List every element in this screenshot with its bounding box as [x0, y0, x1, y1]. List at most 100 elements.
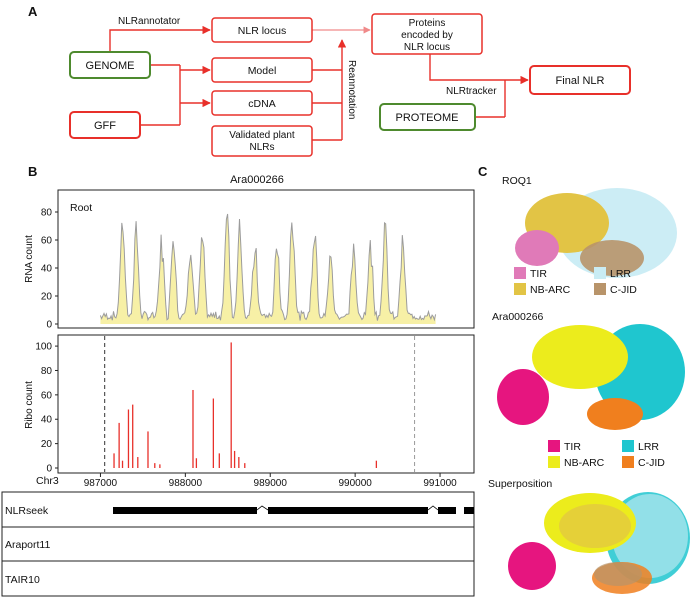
proteins-label-3: NLR locus [404, 42, 450, 53]
chart-title: Ara000266 [230, 174, 284, 186]
ara-legend-cjid: C-JID [638, 457, 665, 469]
roq1-tir [515, 230, 559, 266]
nlrtracker-label: NLRtracker [446, 86, 497, 97]
ribo-ytick-label: 60 [41, 390, 53, 401]
roq1-legend-nbarc: NB-ARC [530, 284, 571, 296]
proteins-label-1: Proteins [409, 18, 446, 29]
exon-1 [113, 507, 257, 514]
ribo-xtick-label: 989000 [254, 478, 288, 489]
ribo-ytick-label: 20 [41, 439, 53, 450]
ribo-xtick-label: 987000 [84, 478, 118, 489]
genome-label: GENOME [86, 60, 135, 72]
roq1-legend-lrr-swatch [594, 267, 606, 279]
validated-label-2: NLRs [249, 142, 274, 153]
ara-cjid [587, 398, 643, 430]
superposition-structure [508, 492, 690, 594]
ara-legend-cjid-swatch [622, 456, 634, 468]
cdna-label: cDNA [248, 98, 275, 110]
tracks-frame [1, 491, 475, 597]
gene-tracks: NLRseek Araport11 TAIR10 [1, 491, 475, 597]
ara-tir [497, 369, 549, 425]
ribo-ylabel: Ribo count [24, 381, 35, 429]
ribo-xtick-label: 988000 [169, 478, 203, 489]
nlrseek-gene-model [113, 505, 474, 514]
rna-ytick-label: 0 [46, 320, 52, 331]
reannotation-label: Reannotation [346, 60, 357, 120]
ara-legend-tir-swatch [548, 440, 560, 452]
ara-legend: TIR LRR NB-ARC C-JID [548, 440, 665, 469]
track-label-tair10: TAIR10 [5, 574, 40, 586]
model-label: Model [248, 65, 277, 77]
gff-box [69, 111, 141, 139]
roq1-legend-nbarc-swatch [514, 283, 526, 295]
ara-legend-nbarc: NB-ARC [564, 457, 605, 469]
panel-a-label: A [28, 4, 38, 19]
ara-legend-nbarc-swatch [548, 456, 560, 468]
sup-cjid-roq1 [594, 562, 642, 586]
ribo-ytick-label: 0 [46, 464, 52, 475]
ribo-xtick-label: 991000 [423, 478, 457, 489]
cdna-box [211, 90, 313, 116]
track-label-araport11: Araport11 [5, 539, 50, 551]
superposition-title: Superposition [488, 478, 552, 490]
rna-ylabel: RNA count [24, 235, 35, 283]
sup-nbarc-roq1 [559, 504, 631, 548]
ara000266-structure [497, 324, 685, 430]
ribo-frame [57, 334, 475, 474]
exon-2 [268, 507, 428, 514]
genome-box [69, 51, 151, 79]
roq1-structure [515, 188, 677, 278]
exon-4 [464, 507, 474, 514]
nlrannotator-label: NLRannotator [118, 16, 181, 27]
ara-structure-title: Ara000266 [492, 311, 544, 323]
nlr-locus-label: NLR locus [238, 25, 286, 37]
intron-2 [427, 505, 439, 511]
ara-legend-lrr-swatch [622, 440, 634, 452]
ara-legend-tir: TIR [564, 441, 581, 453]
validated-label-1: Validated plant [229, 130, 295, 141]
line-proteins-down [429, 54, 505, 81]
rna-ytick-label: 80 [41, 208, 53, 219]
root-label: Root [70, 202, 92, 214]
intron-1 [256, 505, 269, 511]
ara-legend-lrr: LRR [638, 441, 659, 453]
ribo-ytick-label: 100 [35, 342, 52, 353]
gff-label: GFF [94, 120, 116, 132]
rna-area [100, 214, 436, 324]
final-nlr-box [529, 65, 631, 95]
roq1-legend-cjid-swatch [594, 283, 606, 295]
rna-ytick-label: 20 [41, 292, 53, 303]
proteins-box [371, 13, 483, 55]
roq1-title: ROQ1 [502, 175, 532, 187]
flowchart: GENOME GFF NLR locus Model cDNA Validate… [69, 13, 631, 157]
final-nlr-label: Final NLR [556, 75, 605, 87]
panel-c-label: C [478, 164, 488, 179]
roq1-legend-tir-swatch [514, 267, 526, 279]
roq1-legend-lrr: LRR [610, 268, 631, 280]
ribo-ytick-label: 40 [41, 415, 53, 426]
rna-frame [57, 189, 475, 329]
arrow-genome-to-locus [109, 25, 211, 52]
ara-nbarc [532, 325, 628, 389]
proteome-label: PROTEOME [396, 112, 459, 124]
model-box [211, 57, 313, 83]
proteins-label-2: encoded by [401, 30, 453, 41]
ribo-count-chart: Ribo count 0 20 40 60 80 100 987000 988000 9890… [24, 334, 475, 489]
roq1-legend-cjid: C-JID [610, 284, 637, 296]
sup-tir [508, 542, 556, 590]
exon-3 [438, 507, 456, 514]
proteome-box [379, 103, 476, 131]
ribo-ytick-label: 80 [41, 366, 53, 377]
rna-count-chart: Root RNA count 0 20 40 60 80 [24, 189, 475, 331]
rna-ytick-label: 40 [41, 264, 53, 275]
roq1-legend: TIR LRR NB-ARC C-JID [514, 267, 637, 296]
panel-b-label: B [28, 164, 37, 179]
roq1-legend-tir: TIR [530, 268, 547, 280]
nlr-locus-box [211, 17, 313, 43]
validated-nlrs-box [211, 125, 313, 157]
ribo-xtick-label: 990000 [338, 478, 372, 489]
chrom-label: Chr3 [36, 475, 59, 487]
track-label-nlrseek: NLRseek [5, 505, 49, 517]
rna-line [99, 213, 437, 322]
